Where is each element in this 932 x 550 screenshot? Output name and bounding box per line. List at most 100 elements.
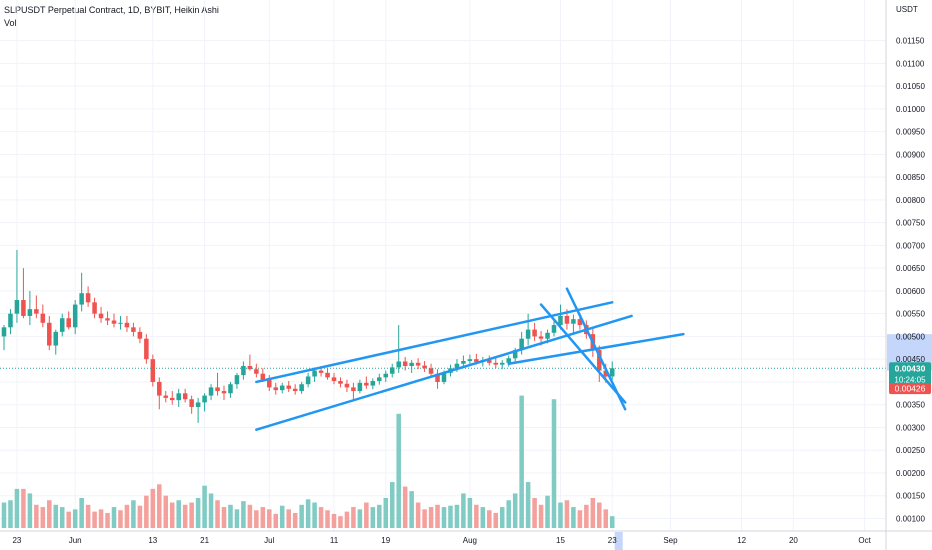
volume-bar: [27, 493, 33, 528]
low-price-badge: [889, 383, 931, 395]
candle-body: [402, 361, 408, 367]
candle-body: [331, 377, 337, 382]
volume-bar: [299, 504, 304, 528]
candle-body: [85, 293, 91, 303]
candle-body: [474, 359, 479, 362]
volume-bar: [144, 495, 149, 528]
volume-bar: [176, 500, 181, 528]
candle-body: [150, 359, 156, 382]
candle-body: [98, 313, 104, 319]
candle-body: [267, 379, 272, 388]
time-tick-label: 12: [737, 536, 746, 545]
trendline: [565, 287, 627, 411]
volume-bar: [163, 495, 169, 528]
price-axis[interactable]: 0.01150 0.01100 0.01050 0.01000 0.00950 0.009…: [885, 0, 925, 550]
volume-bar: [157, 484, 162, 528]
volume-label: Vol: [4, 18, 17, 28]
time-tick-label: Sep: [663, 536, 678, 545]
candle-body: [273, 387, 279, 391]
price-tick-label: 0.00300: [896, 423, 925, 432]
price-tick-label: 0.01050: [896, 82, 925, 91]
candle-body: [519, 338, 524, 351]
volume-bar: [137, 505, 143, 528]
volume-bar: [338, 516, 343, 528]
candle-body: [499, 362, 505, 365]
candle-body: [163, 395, 169, 398]
candle-body: [118, 322, 123, 324]
candle-body: [487, 360, 492, 363]
candle-body: [461, 361, 466, 364]
volume-bar: [34, 504, 39, 528]
candle-body: [34, 309, 39, 314]
time-tick-label: 20: [789, 536, 798, 545]
candle-body: [312, 370, 317, 377]
candle-body: [577, 319, 583, 326]
volume-bar: [609, 516, 615, 528]
volume-bar: [247, 504, 253, 528]
volume-bar: [8, 500, 13, 528]
price-tick-label: 0.01100: [896, 59, 925, 68]
candle-body: [597, 350, 602, 371]
volume-bar: [182, 504, 188, 528]
volume-bar: [131, 500, 136, 528]
time-tick-label: 23: [608, 536, 617, 545]
price-tick-label: 0.00150: [896, 492, 925, 501]
volume-bar: [312, 502, 317, 528]
volume-bar: [254, 510, 259, 528]
price-tick-label: 0.00100: [896, 514, 925, 523]
candle-body: [532, 329, 537, 337]
volume-bar: [545, 495, 550, 528]
volume-bar: [480, 507, 486, 528]
volume-bar: [331, 513, 337, 528]
price-tick-label: 0.00550: [896, 310, 925, 319]
candle-body: [558, 315, 563, 326]
volume-bar: [474, 504, 479, 528]
candle-body: [609, 368, 615, 377]
candle-body: [182, 393, 188, 400]
volume-bar: [435, 504, 440, 528]
volume-bar: [558, 502, 563, 528]
volume-bar: [292, 512, 298, 528]
trendlines[interactable]: [255, 287, 685, 431]
volume-bar: [92, 511, 97, 528]
volume-bar: [234, 509, 240, 528]
candle-body: [389, 367, 395, 374]
candle-body: [144, 338, 149, 360]
volume-bar: [448, 505, 453, 528]
volume-bar: [150, 488, 156, 528]
volume-bar: [525, 482, 531, 528]
candle-body: [27, 309, 33, 316]
volume-bar: [402, 486, 408, 528]
volume-bar: [441, 507, 447, 528]
candle-body: [228, 384, 233, 394]
volume-bar: [370, 507, 376, 528]
candle-body: [189, 399, 194, 407]
time-axis[interactable]: 23 Jun 13 21 Jul 11 19 Aug 15 23 Sep 12 20 Oct: [0, 530, 932, 545]
volume-bar: [195, 497, 201, 528]
volume-bar: [383, 497, 389, 528]
candle-body: [325, 372, 330, 378]
candle-body: [8, 313, 13, 328]
volume-bar: [564, 500, 570, 528]
candle-body: [137, 331, 143, 339]
volume-bar: [577, 510, 583, 528]
candle-body: [169, 397, 175, 401]
volume-bar: [66, 511, 71, 528]
candle-body: [59, 318, 65, 332]
volume-bar: [305, 499, 311, 528]
volume-bar: [208, 493, 214, 528]
volume-bar: [422, 509, 427, 528]
candle-body: [344, 383, 350, 388]
volume-bar: [98, 509, 104, 528]
volume-bar: [325, 510, 330, 528]
price-tick-label: 0.00600: [896, 287, 925, 296]
low-price-value: 0.00426: [895, 384, 926, 394]
price-badges: 0.00430 10:24:050.00426: [889, 362, 931, 395]
volume-bar: [59, 507, 65, 528]
price-tick-label: 0.00950: [896, 128, 925, 137]
countdown-value: 10:24:05: [894, 375, 926, 384]
candle-body: [305, 376, 311, 385]
price-tick-label: 0.00200: [896, 469, 925, 478]
volume-bar: [487, 510, 492, 528]
